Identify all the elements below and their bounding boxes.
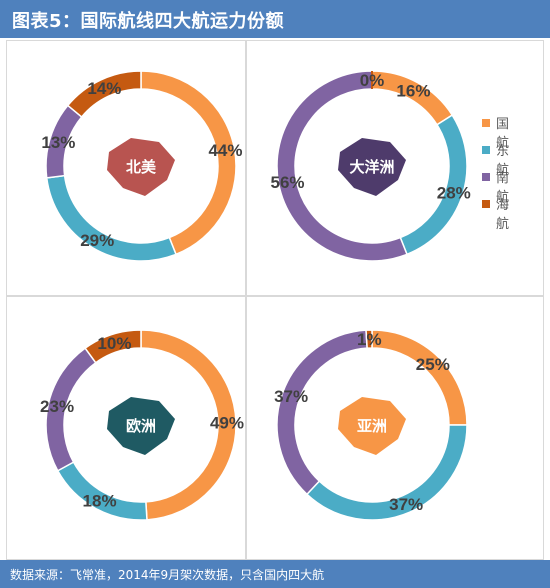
chart-footer: 数据来源：飞常准，2014年9月架次数据，只含国内四大航 (0, 560, 550, 588)
region-map (338, 138, 406, 196)
data-label: 25% (416, 355, 450, 374)
legend-swatch (482, 146, 490, 154)
region-map (107, 397, 175, 455)
donut-segment (365, 329, 373, 349)
region-map (338, 397, 406, 455)
data-label: 14% (87, 79, 121, 98)
data-label: 29% (80, 231, 114, 250)
data-label: 10% (97, 334, 131, 353)
chart-header: 图表5：国际航线四大航运力份额 (0, 0, 550, 38)
data-label: 18% (83, 491, 117, 510)
legend-label: 海航 (496, 198, 510, 232)
chart-title: 图表5：国际航线四大航运力份额 (12, 11, 285, 32)
donut-segment (66, 70, 142, 118)
legend-label: 南航 (496, 171, 510, 205)
data-label: 16% (396, 82, 430, 101)
data-label: 49% (210, 413, 244, 432)
donut-0: 44% 29% 13% 14% 北美 (41, 70, 242, 262)
data-label: 44% (208, 141, 242, 160)
legend-swatch (482, 200, 490, 208)
data-label: 13% (41, 133, 75, 152)
region-label: 欧洲 (126, 417, 156, 435)
donut-2: 49% 18% 23% 10% 欧洲 (40, 329, 244, 521)
data-label: 28% (437, 184, 471, 203)
donut-3: 25% 37% 37% 1% 亚洲 (274, 329, 468, 521)
data-label: 56% (271, 173, 305, 192)
donut-1: 16% 28% 56% 0% 大洋洲 (271, 70, 471, 262)
data-label: 37% (274, 387, 308, 406)
data-label: 23% (40, 397, 74, 416)
region-map (107, 138, 175, 196)
region-label: 北美 (126, 158, 157, 176)
data-label: 0% (360, 71, 385, 90)
legend-swatch (482, 173, 490, 181)
data-label: 37% (389, 495, 423, 514)
region-label: 大洋洲 (349, 158, 394, 176)
legend-label: 东航 (496, 144, 510, 178)
legend-label: 国航 (496, 117, 510, 151)
data-label: 1% (357, 330, 382, 349)
source-note: 数据来源：飞常准，2014年9月架次数据，只含国内四大航 (10, 568, 325, 582)
donut-segment (84, 329, 142, 364)
legend-swatch (482, 119, 490, 127)
region-label: 亚洲 (357, 418, 387, 435)
